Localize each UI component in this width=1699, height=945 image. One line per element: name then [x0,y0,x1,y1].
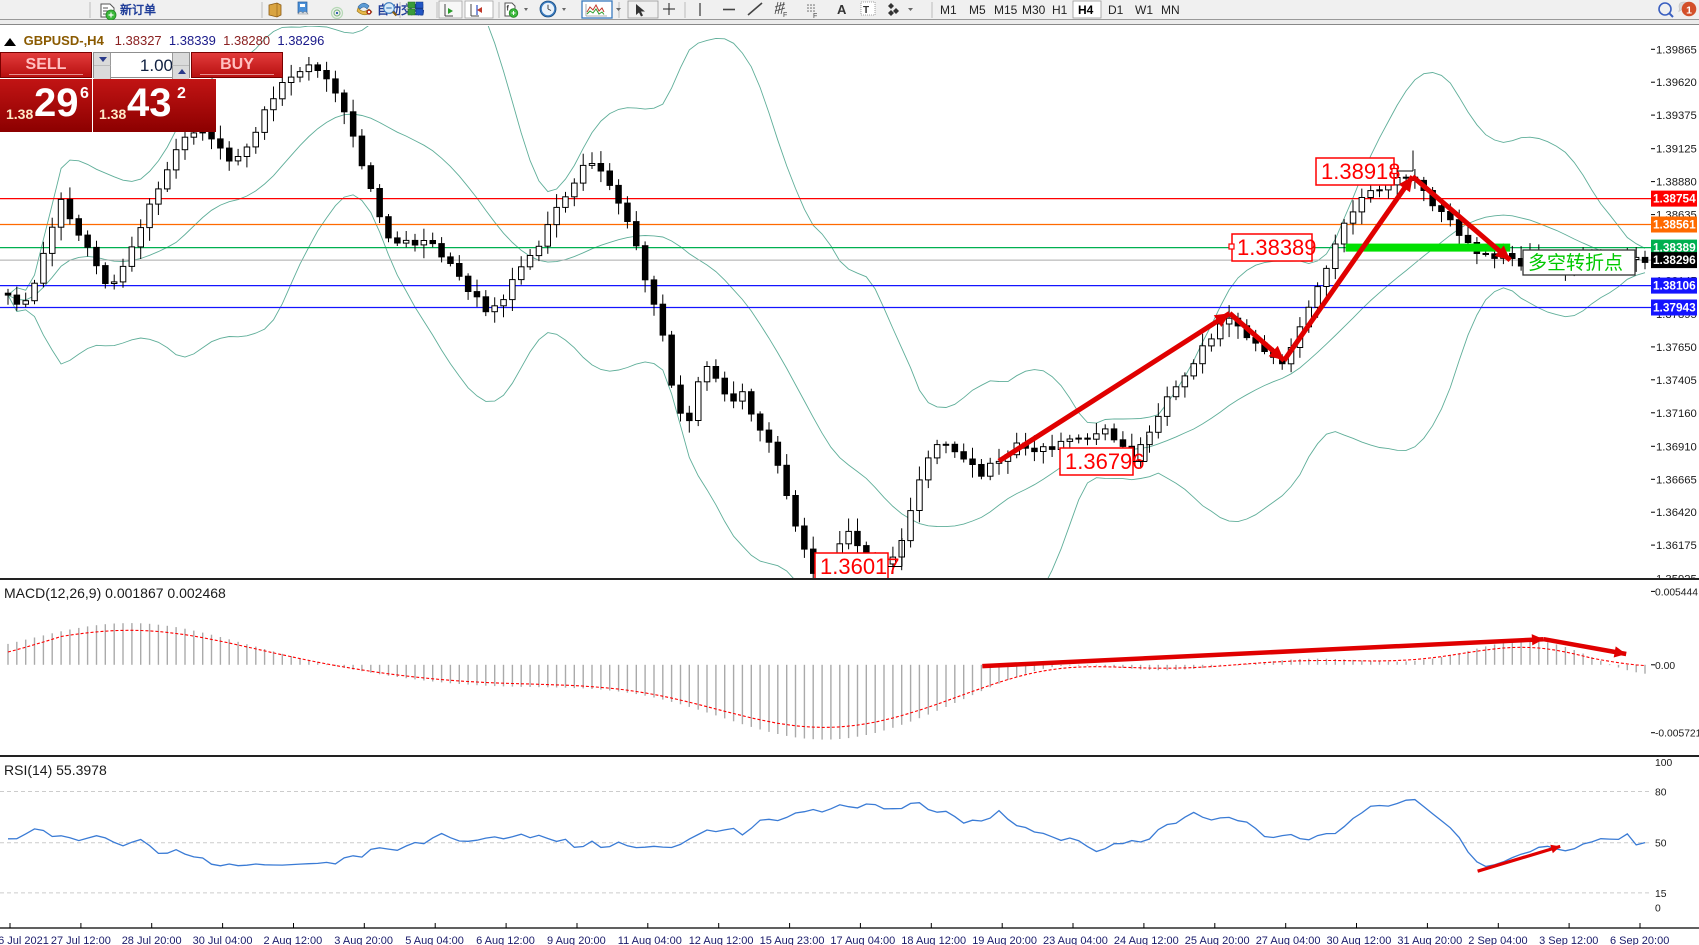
svg-text:27 Aug 04:00: 27 Aug 04:00 [1256,935,1321,945]
svg-text:31 Aug 20:00: 31 Aug 20:00 [1397,935,1462,945]
svg-text:1.38561: 1.38561 [1653,218,1696,232]
svg-text:25 Aug 20:00: 25 Aug 20:00 [1185,935,1250,945]
svg-text:D1: D1 [1108,3,1124,17]
svg-text:H1: H1 [1052,3,1068,17]
svg-text:12 Aug 12:00: 12 Aug 12:00 [689,935,754,945]
svg-text:新订单: 新订单 [120,2,156,17]
svg-text:30 Aug 12:00: 30 Aug 12:00 [1327,935,1392,945]
svg-text:28 Jul 20:00: 28 Jul 20:00 [122,935,182,945]
svg-text:1.38106: 1.38106 [1653,279,1696,293]
svg-text:1.39620: 1.39620 [1656,77,1697,89]
svg-text:M1: M1 [940,3,957,17]
svg-text:1.37405: 1.37405 [1656,375,1697,387]
svg-text:100: 100 [1655,759,1672,769]
svg-text:23 Aug 04:00: 23 Aug 04:00 [1043,935,1108,945]
svg-text:0.005444: 0.005444 [1655,587,1698,598]
svg-text:M5: M5 [969,3,986,17]
svg-text:26 Jul 2021: 26 Jul 2021 [0,935,49,945]
svg-text:F: F [783,12,787,19]
svg-text:9 Aug 20:00: 9 Aug 20:00 [547,935,606,945]
svg-text:1.35925: 1.35925 [1656,574,1697,580]
svg-text:27 Jul 12:00: 27 Jul 12:00 [51,935,111,945]
svg-text:0.00: 0.00 [1655,661,1675,672]
svg-text:MN: MN [1161,3,1180,17]
svg-text:1.38880: 1.38880 [1656,177,1697,189]
svg-text:M15: M15 [994,3,1018,17]
svg-text:0: 0 [1655,904,1661,915]
svg-text:1.37160: 1.37160 [1656,408,1697,420]
svg-text:2 Sep 04:00: 2 Sep 04:00 [1468,935,1527,945]
svg-text:W1: W1 [1135,3,1153,17]
svg-text:A: A [837,2,847,17]
svg-text:50: 50 [1655,839,1667,850]
svg-text:15: 15 [1655,889,1667,900]
svg-text:1: 1 [1686,4,1692,16]
svg-text:1.39865: 1.39865 [1656,44,1697,56]
svg-text:11 Aug 04:00: 11 Aug 04:00 [618,935,682,945]
svg-text:-0.005721: -0.005721 [1655,729,1699,740]
svg-text:1.36910: 1.36910 [1656,441,1697,453]
svg-text:F: F [813,13,817,20]
svg-text:RSI(14) 55.3978: RSI(14) 55.3978 [4,762,107,778]
svg-text:3 Aug 20:00: 3 Aug 20:00 [334,935,393,945]
svg-text:1.36420: 1.36420 [1656,507,1697,519]
svg-text:15 Aug 23:00: 15 Aug 23:00 [760,935,825,945]
svg-text:M30: M30 [1022,3,1046,17]
svg-text:T: T [863,5,869,16]
svg-text:24 Aug 12:00: 24 Aug 12:00 [1114,935,1179,945]
svg-text:30 Jul 04:00: 30 Jul 04:00 [193,935,253,945]
svg-text:17 Aug 04:00: 17 Aug 04:00 [830,935,895,945]
svg-text:1.38296: 1.38296 [1653,253,1696,267]
svg-text:19 Aug 20:00: 19 Aug 20:00 [972,935,1037,945]
svg-text:1.36665: 1.36665 [1656,474,1697,486]
svg-text:1.37943: 1.37943 [1653,301,1696,315]
svg-text:80: 80 [1655,788,1667,799]
svg-text:1.37650: 1.37650 [1656,342,1697,354]
svg-text:1.39375: 1.39375 [1656,110,1697,122]
svg-text:18 Aug 12:00: 18 Aug 12:00 [901,935,966,945]
svg-text:MACD(12,26,9) 0.001867 0.00246: MACD(12,26,9) 0.001867 0.002468 [4,585,226,601]
svg-text:2 Aug 12:00: 2 Aug 12:00 [264,935,323,945]
svg-text:6 Aug 12:00: 6 Aug 12:00 [476,935,535,945]
svg-text:3 Sep 12:00: 3 Sep 12:00 [1539,935,1598,945]
svg-text:1.38754: 1.38754 [1653,192,1696,206]
svg-text:H4: H4 [1078,3,1094,17]
svg-text:1.36175: 1.36175 [1656,540,1697,552]
svg-text:6 Sep 20:00: 6 Sep 20:00 [1610,935,1669,945]
svg-text:1.39125: 1.39125 [1656,144,1697,156]
svg-text:5 Aug 04:00: 5 Aug 04:00 [405,935,464,945]
